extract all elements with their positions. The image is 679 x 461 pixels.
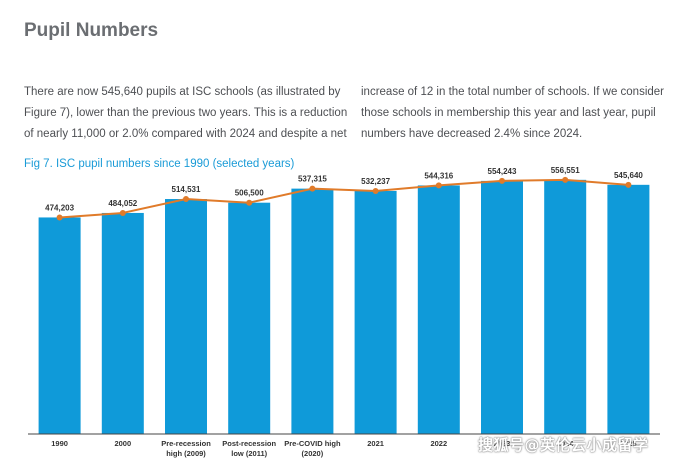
data-label: 545,640 [614, 171, 643, 180]
bar [481, 180, 523, 434]
x-tick-label: Pre-COVID high [284, 439, 341, 448]
data-point [435, 182, 442, 189]
x-tick-label: 2025 [620, 439, 637, 448]
data-point [372, 187, 379, 194]
data-label: 474,203 [45, 203, 74, 212]
paragraph-line: those schools in membership this year an… [361, 107, 656, 119]
data-label: 554,243 [488, 167, 517, 176]
bar [228, 202, 271, 434]
data-label: 484,052 [108, 199, 137, 208]
data-label: 544,316 [424, 171, 453, 180]
data-point [625, 181, 632, 188]
x-tick-label: (2020) [302, 449, 324, 458]
x-tick-label: 2022 [430, 439, 447, 448]
data-point [499, 177, 505, 184]
data-label: 537,315 [298, 175, 327, 184]
x-tick-label: low (2011) [231, 449, 267, 458]
paragraph-left: There are now 545,640 pupils at ISC scho… [24, 82, 348, 145]
x-tick-label: 2024 [557, 439, 575, 448]
data-point [562, 176, 569, 183]
paragraph-line: of nearly 11,000 or 2.0% compared with 2… [24, 128, 347, 140]
bar [607, 184, 650, 434]
paragraph-line: There are now 545,640 pupils at ISC scho… [24, 86, 341, 98]
paragraph-line: Figure 7), lower than the previous two y… [24, 107, 348, 119]
trend-line [59, 178, 629, 219]
x-tick-label: high (2009) [166, 449, 206, 458]
data-point [56, 214, 63, 221]
x-tick-label: Post-recession [222, 439, 276, 448]
x-tick-label: Pre-recession [161, 439, 211, 448]
data-label: 556,551 [551, 166, 580, 175]
bar [354, 190, 397, 434]
bar [165, 199, 207, 434]
x-tick-label: 2023 [494, 439, 511, 448]
bar [101, 212, 144, 434]
paragraph-line: numbers have decreased 2.4% since 2024. [361, 128, 583, 140]
bar [38, 217, 81, 434]
data-point [183, 196, 189, 203]
bar [544, 179, 587, 434]
data-label: 532,237 [361, 177, 390, 186]
data-point [246, 199, 253, 206]
watermark: 搜狐号@英伦云小成留学 [478, 436, 649, 454]
data-label: 514,531 [172, 185, 201, 194]
bar [417, 185, 460, 434]
figure-title: Fig 7. ISC pupil numbers since 1990 (sel… [24, 158, 295, 170]
x-tick-label: 1990 [51, 439, 68, 448]
page-title: Pupil Numbers [24, 20, 159, 41]
x-tick-label: 2000 [114, 439, 131, 448]
data-label: 506,500 [235, 189, 264, 198]
data-point [119, 209, 126, 216]
x-tick-label: 2021 [367, 439, 384, 448]
paragraph-right: increase of 12 in the total number of sc… [361, 82, 664, 145]
data-point [309, 185, 316, 192]
paragraph-line: increase of 12 in the total number of sc… [361, 86, 664, 98]
bar [291, 188, 334, 434]
